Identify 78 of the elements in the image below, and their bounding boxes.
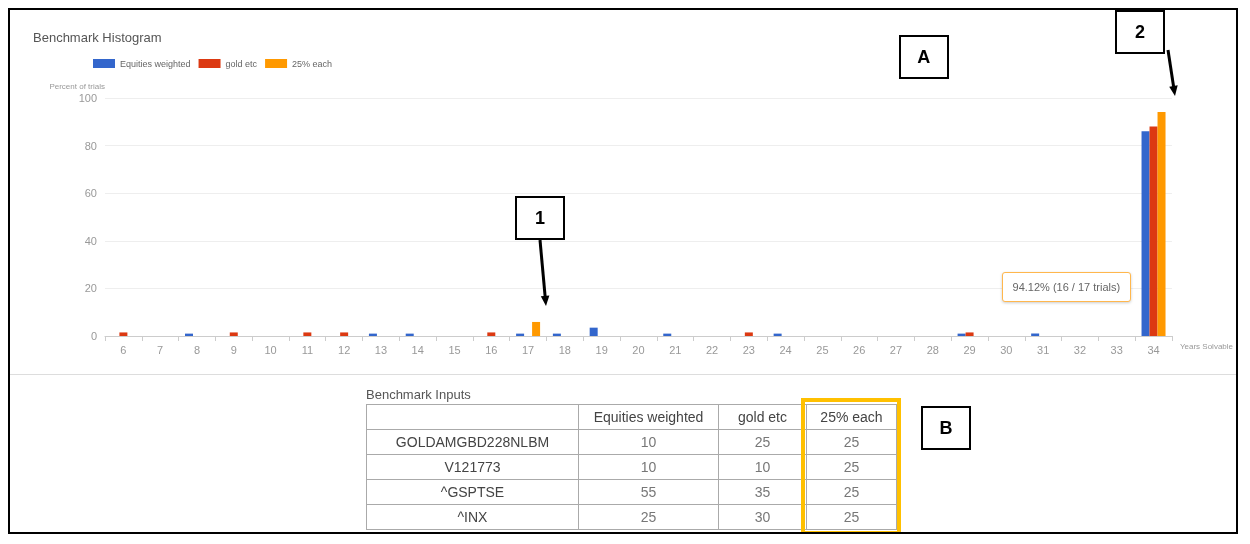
- text: 25: [843, 509, 860, 525]
- y-tick-label: 80: [84, 139, 97, 152]
- bar: [589, 327, 598, 336]
- x-tick-label: 30: [1000, 343, 1013, 356]
- text: Benchmark Inputs: [366, 387, 472, 402]
- text: 10: [640, 459, 657, 475]
- text: 25: [843, 459, 860, 475]
- y-tick-label: 60: [84, 187, 97, 200]
- x-tick-label: 26: [853, 343, 866, 356]
- category-label: GOLDAMGBD228NLBM: [395, 434, 550, 450]
- x-tick-label: 27: [889, 343, 903, 356]
- text: 35: [754, 484, 771, 500]
- x-tick-label: 20: [632, 343, 645, 356]
- text: 25: [640, 509, 657, 525]
- bar: [744, 332, 753, 336]
- text: 10: [754, 459, 771, 475]
- x-tick-label: 16: [485, 343, 498, 356]
- x-tick-label: 18: [558, 343, 572, 356]
- text: 25: [754, 434, 771, 450]
- bar: [229, 332, 238, 336]
- bar: [303, 332, 312, 336]
- annotation: 94.12% (16 / 17 trials): [1001, 272, 1132, 303]
- y-tick-label: 40: [84, 234, 97, 247]
- legend-label: 25% each: [292, 58, 333, 69]
- category-label: V121773: [444, 459, 501, 475]
- x-tick-label: 32: [1073, 343, 1087, 356]
- text: 55: [640, 484, 657, 500]
- x-tick-label: 31: [1037, 343, 1050, 356]
- x-tick-label: 24: [779, 343, 792, 356]
- text: 2: [1115, 10, 1165, 54]
- x-tick-label: 19: [595, 343, 608, 356]
- x-tick-label: 33: [1110, 343, 1123, 356]
- y-tick-label: 0: [90, 330, 97, 342]
- x-tick-label: 15: [448, 343, 461, 356]
- category-label: ^GSPTSE: [440, 484, 505, 500]
- text: 25: [843, 484, 860, 500]
- legend-label: Equities weighted: [120, 58, 191, 69]
- x-tick-label: 13: [374, 343, 388, 356]
- category-label: ^INX: [457, 509, 488, 525]
- bar: [1141, 131, 1150, 336]
- x-tick-label: 9: [230, 343, 237, 356]
- x-tick-label: 17: [521, 343, 535, 356]
- legend-label: gold etc: [225, 58, 258, 69]
- text: 30: [754, 509, 771, 525]
- x-tick-label: 14: [411, 343, 424, 356]
- category-label: gold etc: [718, 404, 807, 430]
- x-tick-label: 28: [926, 343, 939, 356]
- text: B: [921, 406, 971, 450]
- chart-title: Benchmark Histogram: [33, 30, 162, 45]
- y-tick-label: 20: [84, 282, 97, 295]
- x-tick-label: 29: [963, 343, 976, 356]
- bar: [119, 332, 128, 336]
- x-tick-label: 6: [120, 343, 127, 356]
- text: A: [898, 35, 949, 79]
- text: 25: [843, 434, 860, 450]
- bar: [340, 332, 349, 336]
- x-tick-label: 21: [669, 343, 682, 356]
- x-tick-label: 8: [193, 343, 201, 356]
- x-tick-label: 23: [742, 343, 755, 356]
- x-tick-label: 25: [816, 343, 829, 356]
- annotation: 1: [515, 196, 565, 240]
- category-label: Equities weighted: [578, 404, 719, 430]
- bar: [532, 321, 541, 336]
- bar: [1157, 111, 1166, 336]
- x-tick-label: 7: [157, 343, 164, 356]
- bar: [965, 332, 974, 336]
- x-tick-label: 12: [338, 343, 351, 356]
- y-tick-label: 100: [78, 92, 97, 104]
- x-tick-label: 22: [705, 343, 719, 356]
- bar: [1149, 126, 1158, 336]
- x-tick-label: 11: [301, 343, 314, 356]
- bar: [487, 332, 496, 336]
- y-axis-title: Percent of trials: [49, 81, 105, 91]
- category-label: 25% each: [806, 404, 897, 430]
- x-tick-label: 10: [264, 343, 277, 356]
- x-axis-title: Years Solvable: [1179, 342, 1234, 351]
- x-tick-label: 34: [1147, 343, 1160, 356]
- text: 10: [640, 434, 657, 450]
